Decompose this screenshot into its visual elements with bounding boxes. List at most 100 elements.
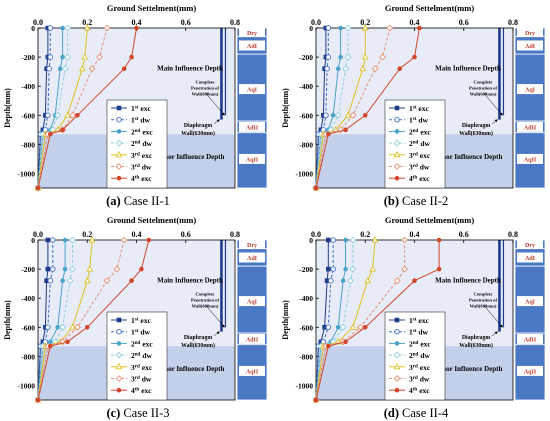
- data-point: [361, 53, 369, 60]
- diaphragm-label: Diaphragm: [462, 123, 491, 129]
- legend-series-name: exc: [142, 127, 153, 136]
- data-point: [342, 65, 349, 73]
- legend-marker: [116, 328, 122, 335]
- legend-series-name: exc: [142, 151, 153, 160]
- x-tick-label: 0.6: [181, 18, 191, 27]
- legend-marker: [393, 375, 401, 382]
- legend-series-name: dw: [420, 163, 430, 172]
- legend-ordinal: nd: [135, 129, 141, 134]
- data-point: [335, 66, 341, 72]
- legend-series-name: exc: [420, 339, 431, 348]
- legend-marker: [394, 175, 400, 181]
- legend-label: 3rd dw: [409, 375, 430, 384]
- legend-ordinal: th: [135, 176, 140, 181]
- data-point: [412, 54, 417, 60]
- legend-label: 3rd dw: [131, 375, 152, 384]
- data-point: [129, 278, 134, 284]
- y-tick-label: -800: [299, 352, 313, 361]
- y-tick-label: -200: [299, 53, 313, 62]
- stratum-label: AqII: [524, 157, 537, 163]
- legend-label: 1st dw: [131, 328, 151, 337]
- stratum-label-bg: [517, 40, 543, 51]
- stratum-label: Dry: [247, 31, 257, 37]
- data-point: [397, 66, 403, 72]
- legend-ordinal: rd: [135, 164, 140, 169]
- penetration-label: Complete: [196, 291, 215, 296]
- legend-ordinal: nd: [413, 353, 419, 358]
- legend-series-name: dw: [420, 375, 430, 384]
- legend-marker: [116, 129, 122, 134]
- data-point: [61, 65, 69, 73]
- legend-marker: [115, 363, 123, 370]
- data-point: [371, 236, 379, 243]
- data-point: [69, 265, 76, 273]
- legend-label: 2nd dw: [131, 351, 152, 360]
- legend-label: 2nd exc: [409, 339, 431, 348]
- penetration-arrow: [205, 305, 225, 328]
- stratum-label-bg: [517, 296, 543, 307]
- legend-label: 4th exc: [409, 386, 430, 395]
- data-point: [347, 277, 354, 285]
- stratum-label: Dry: [525, 31, 535, 37]
- data-point: [344, 53, 352, 61]
- data-point: [326, 131, 331, 137]
- data-point: [436, 266, 442, 272]
- y-tick-label: 0: [309, 236, 313, 245]
- data-point: [64, 24, 71, 32]
- stratum-label: AqII: [246, 157, 259, 163]
- data-point: [44, 278, 49, 284]
- x-tick-label: 0.8: [508, 18, 518, 27]
- y-tick-label: -400: [299, 294, 313, 303]
- data-point: [362, 112, 368, 118]
- legend-series-name: exc: [141, 386, 152, 395]
- data-point: [96, 53, 103, 61]
- y-tick-label: 0: [31, 236, 35, 245]
- data-point: [35, 185, 41, 191]
- stratum-label: AdII: [524, 125, 537, 131]
- diaphragm-label: Wall(630mm): [459, 342, 493, 349]
- data-point: [349, 265, 357, 273]
- legend-marker: [116, 317, 122, 323]
- legend-series-name: dw: [140, 116, 150, 125]
- legend-number: 3: [409, 363, 413, 372]
- data-point: [64, 53, 71, 61]
- data-point: [47, 54, 54, 60]
- y-axis-title: Depth(mm): [3, 88, 12, 128]
- data-point: [66, 277, 74, 285]
- y-tick-label: -400: [21, 82, 35, 91]
- y-tick-label: -800: [21, 140, 35, 149]
- penetration-arrow: [205, 93, 225, 116]
- legend-marker: [115, 139, 123, 147]
- data-point: [103, 277, 111, 285]
- legend-series-name: exc: [419, 174, 430, 183]
- chart-panel: Dry AdI AqI AdII AqII Ground Settelment(mm) 0.…: [3, 3, 268, 208]
- legend-label: 2nd dw: [409, 351, 430, 360]
- legend-label: 2nd exc: [409, 127, 431, 136]
- data-point: [88, 65, 96, 73]
- data-point: [412, 278, 417, 284]
- panel-title: Case II-1: [124, 194, 170, 208]
- data-point: [60, 54, 65, 60]
- legend-number: 4: [131, 386, 135, 395]
- stratum-label-bg: [517, 153, 543, 164]
- data-point: [64, 111, 71, 118]
- data-point: [69, 111, 76, 119]
- x-axis-title: Ground Settelment(mm): [385, 215, 474, 225]
- legend-marker: [115, 163, 123, 170]
- data-point: [50, 266, 56, 272]
- legend-ordinal: nd: [413, 141, 419, 146]
- legend-number: 1: [131, 328, 135, 337]
- data-point: [45, 266, 51, 272]
- stratum-label-bg: [239, 121, 265, 132]
- data-point: [73, 323, 81, 331]
- legend-series-name: exc: [418, 104, 429, 113]
- legend-label: 3rd dw: [409, 163, 430, 172]
- data-point: [330, 237, 336, 243]
- data-point: [48, 343, 53, 349]
- x-tick-label: 0.0: [33, 18, 43, 27]
- penetration-label: Wall(600mm): [192, 91, 219, 96]
- legend-number: 3: [409, 163, 413, 172]
- y-axis-title: Depth(mm): [3, 300, 12, 340]
- legend-number: 1: [409, 116, 413, 125]
- y-tick-label: -400: [21, 294, 35, 303]
